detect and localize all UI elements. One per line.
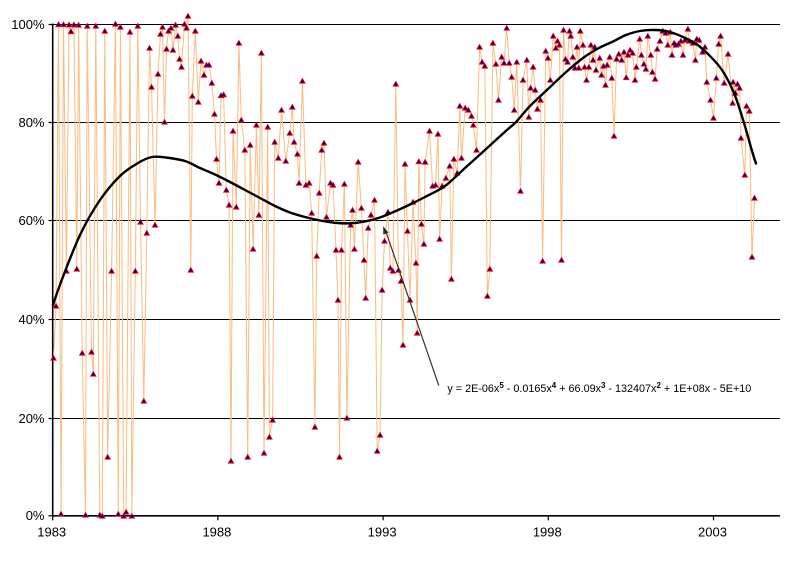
- svg-text:80%: 80%: [18, 115, 44, 130]
- svg-text:100%: 100%: [11, 17, 45, 32]
- svg-text:1983: 1983: [37, 525, 66, 540]
- svg-text:1998: 1998: [533, 525, 562, 540]
- svg-text:0%: 0%: [26, 508, 45, 523]
- svg-text:1988: 1988: [202, 525, 231, 540]
- svg-text:40%: 40%: [18, 312, 44, 327]
- svg-text:60%: 60%: [18, 213, 44, 228]
- svg-text:y = 2E-06x5 - 0.0165x4 + 66.09: y = 2E-06x5 - 0.0165x4 + 66.09x3 - 13240…: [447, 381, 751, 395]
- svg-text:1993: 1993: [368, 525, 397, 540]
- svg-text:20%: 20%: [18, 411, 44, 426]
- svg-text:2003: 2003: [698, 525, 727, 540]
